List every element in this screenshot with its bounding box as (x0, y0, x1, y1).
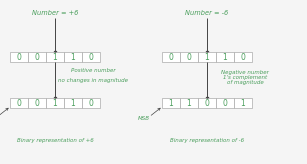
Text: Number = +6: Number = +6 (32, 10, 78, 16)
Text: 1: 1 (52, 99, 57, 107)
Text: 0: 0 (223, 99, 227, 107)
Bar (216, 52, 234, 62)
Text: 1: 1 (52, 52, 57, 62)
Bar (54, 51, 56, 53)
Bar (54, 97, 56, 99)
Bar (180, 52, 198, 62)
Text: 1's complement: 1's complement (223, 75, 267, 80)
Bar (206, 97, 208, 99)
Bar (198, 52, 216, 62)
Bar (10, 52, 28, 62)
Bar (82, 98, 100, 108)
Text: 0: 0 (187, 52, 192, 62)
Text: Binary representation of -6: Binary representation of -6 (170, 138, 244, 143)
Bar (234, 98, 252, 108)
Text: Number = -6: Number = -6 (185, 10, 229, 16)
Bar (46, 52, 64, 62)
Text: 1: 1 (187, 99, 191, 107)
Text: 0: 0 (88, 52, 93, 62)
Bar (198, 98, 216, 108)
Bar (162, 98, 180, 108)
Text: 1: 1 (71, 52, 76, 62)
Text: 0: 0 (17, 99, 21, 107)
Text: Negative number: Negative number (221, 70, 269, 75)
Text: MSB: MSB (138, 116, 150, 121)
Bar (10, 98, 28, 108)
Bar (64, 52, 82, 62)
Text: 0: 0 (169, 52, 173, 62)
Text: 1: 1 (71, 99, 76, 107)
Text: 1: 1 (169, 99, 173, 107)
Text: of magnitude: of magnitude (227, 80, 263, 85)
Text: Binary representation of +6: Binary representation of +6 (17, 138, 93, 143)
Text: 0: 0 (35, 52, 39, 62)
Text: 0: 0 (204, 99, 209, 107)
Text: no changes in magnitude: no changes in magnitude (58, 78, 128, 83)
Text: 1: 1 (205, 52, 209, 62)
Text: 0: 0 (17, 52, 21, 62)
Bar (206, 51, 208, 53)
Bar (28, 98, 46, 108)
Bar (64, 98, 82, 108)
Text: 0: 0 (88, 99, 93, 107)
Bar (82, 52, 100, 62)
Bar (28, 52, 46, 62)
Bar (180, 98, 198, 108)
Text: 0: 0 (241, 52, 245, 62)
Bar (216, 98, 234, 108)
Text: 1: 1 (223, 52, 227, 62)
Text: Positive number: Positive number (71, 68, 115, 73)
Bar (234, 52, 252, 62)
Text: 1: 1 (241, 99, 245, 107)
Bar (162, 52, 180, 62)
Bar (46, 98, 64, 108)
Text: 0: 0 (35, 99, 39, 107)
